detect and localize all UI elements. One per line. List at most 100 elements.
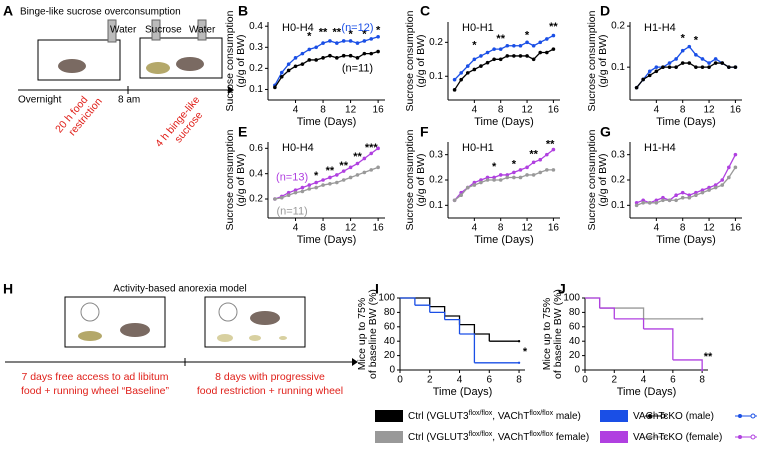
- data-point: [713, 61, 718, 65]
- data-point: [713, 183, 718, 187]
- data-point: [362, 39, 367, 43]
- data-point: [551, 168, 556, 172]
- survival-step: [429, 305, 446, 316]
- label: Water: [189, 25, 216, 36]
- chart-title: H0-H1: [462, 142, 494, 154]
- data-point: [512, 175, 516, 180]
- data-point: [369, 151, 374, 156]
- label: Water: [110, 25, 137, 36]
- y-tick-label: 0.2: [611, 175, 625, 186]
- data-point: [376, 146, 380, 151]
- wheel: [218, 302, 238, 322]
- data-point: [355, 173, 360, 177]
- data-point: [707, 185, 711, 190]
- data-point: [321, 41, 325, 45]
- data-point: [465, 185, 470, 190]
- data-point: [335, 56, 339, 60]
- end-point: [700, 317, 704, 321]
- data-point: [661, 195, 665, 200]
- series-line: [636, 154, 736, 204]
- data-point: [733, 165, 738, 170]
- mouse: [120, 323, 150, 337]
- data-point: [307, 58, 312, 62]
- y-tick-label: 0.3: [249, 42, 263, 53]
- data-point: [687, 61, 692, 65]
- data-point: [545, 168, 549, 172]
- data-point: [273, 197, 277, 201]
- annotation: (n=12): [341, 22, 373, 34]
- y-axis-label: Sucrose consumption: [224, 129, 236, 230]
- series-line: [454, 48, 554, 91]
- legend-marker: [648, 414, 652, 418]
- data-point: [531, 57, 536, 62]
- significance: *: [525, 29, 530, 41]
- survival-step: [414, 304, 431, 313]
- data-point: [452, 77, 457, 82]
- data-point: [376, 165, 380, 170]
- data-point: [348, 165, 353, 170]
- x-tick-label: 16: [548, 105, 560, 116]
- label: food + running wheel “Baseline”: [21, 385, 169, 397]
- data-point: [680, 61, 685, 65]
- data-point: [551, 147, 556, 152]
- data-point: [286, 62, 291, 66]
- legend-text: VAChTcKO (male): [633, 411, 714, 422]
- data-point: [279, 195, 284, 200]
- x-tick-label: 4: [654, 105, 660, 116]
- data-point: [512, 54, 516, 58]
- y-axis-label: (g/g of BW): [415, 34, 427, 87]
- data-point: [551, 33, 556, 38]
- mouse: [176, 57, 204, 71]
- arrow: [228, 86, 234, 94]
- series-line: [636, 62, 736, 89]
- data-point: [459, 77, 463, 82]
- panel-label: D: [600, 3, 610, 19]
- legend-label: VAChTcKO (female): [633, 432, 722, 443]
- x-axis-label: Time (Days): [474, 116, 533, 128]
- data-point: [531, 173, 536, 177]
- data-point: [321, 56, 325, 60]
- bottle: [151, 19, 161, 41]
- series-line: [274, 147, 379, 200]
- y-tick-label: 80: [569, 307, 581, 318]
- survival-step: [614, 318, 645, 329]
- data-point: [355, 41, 360, 45]
- survival-step: [585, 297, 601, 309]
- data-point: [700, 57, 705, 61]
- data-point: [733, 65, 738, 69]
- significance: *: [348, 29, 353, 41]
- x-tick-label: 8: [320, 223, 326, 234]
- data-point: [321, 183, 325, 187]
- end-point: [700, 368, 704, 372]
- x-tick-label: 12: [345, 105, 357, 116]
- data-point: [465, 71, 470, 75]
- data-point: [355, 161, 360, 166]
- legend-text: female): [553, 432, 589, 443]
- chart-title: H0-H4: [282, 142, 314, 154]
- data-point: [667, 65, 672, 69]
- data-point: [518, 43, 523, 48]
- data-point: [307, 183, 312, 187]
- y-tick-label: 0.2: [249, 194, 263, 205]
- data-point: [485, 60, 490, 65]
- survival-step: [459, 333, 476, 363]
- survival-step: [459, 323, 476, 334]
- data-point: [300, 51, 305, 56]
- panel-label: H: [3, 281, 13, 297]
- survival-step: [599, 307, 645, 319]
- data-point: [321, 178, 325, 182]
- data-point: [485, 178, 490, 182]
- chart-title: H0-H1: [462, 22, 494, 34]
- data-point: [525, 40, 529, 45]
- data-point: [687, 44, 692, 49]
- bottle: [107, 19, 117, 43]
- data-point: [538, 157, 543, 162]
- data-point: [641, 201, 645, 205]
- data-point: [479, 178, 483, 182]
- data-point: [335, 173, 339, 177]
- data-point: [674, 193, 678, 197]
- chart-title: H1-H4: [644, 22, 676, 34]
- data-point: [634, 201, 639, 205]
- data-point: [293, 56, 298, 60]
- legend-text: flox/flox: [469, 431, 493, 438]
